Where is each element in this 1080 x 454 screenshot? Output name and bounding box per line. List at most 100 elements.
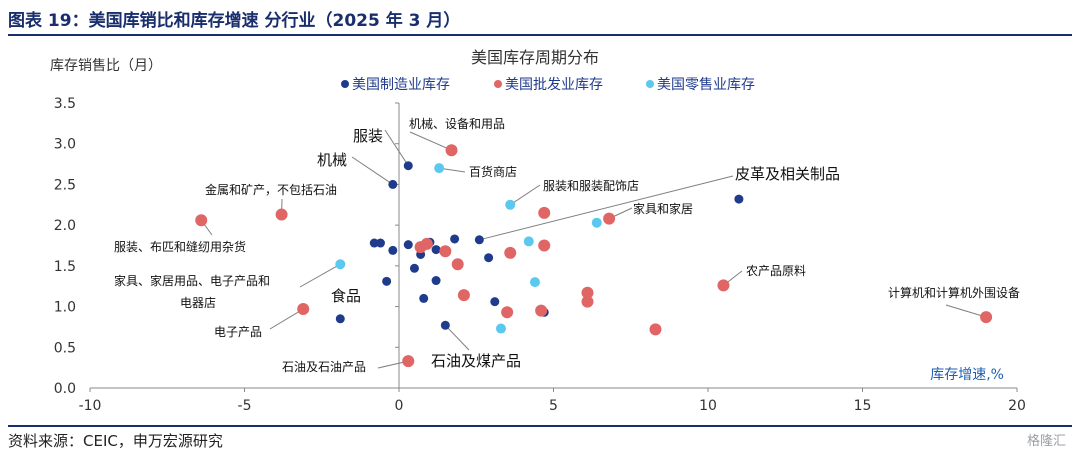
data-point: [420, 237, 433, 250]
data-point: [275, 208, 288, 221]
annotation-label: 食品: [331, 287, 361, 305]
legend: 美国制造业库存 美国批发业库存 美国零售业库存: [341, 77, 755, 93]
y-tick-label: 2.5: [54, 177, 76, 193]
annotation-label: 皮革及相关制品: [735, 165, 840, 183]
legend-label-wholesale: 美国批发业库存: [505, 77, 603, 93]
annotation-label: 金属和矿产，不包括石油: [205, 182, 337, 197]
leader-line: [479, 175, 734, 241]
data-point: [402, 355, 415, 368]
data-point: [538, 239, 551, 252]
legend-label-manufacturing: 美国制造业库存: [352, 77, 450, 93]
leader-line: [384, 129, 409, 166]
data-point: [581, 286, 594, 299]
x-tick-label: -5: [238, 398, 252, 414]
leader-line: [299, 263, 341, 288]
data-point: [434, 163, 445, 174]
y-tick-label: 2.0: [54, 218, 76, 234]
annotation-label: 服装、布匹和缝纫用杂货: [114, 239, 246, 254]
data-point: [649, 323, 662, 336]
x-tick-label: 20: [1008, 398, 1026, 414]
annotation-label: 农产品原料: [746, 264, 806, 278]
data-point: [388, 179, 398, 189]
data-point: [501, 306, 514, 319]
data-point: [440, 320, 450, 330]
y-axis-label: 库存销售比（月）: [50, 58, 162, 74]
data-point: [495, 323, 506, 334]
leader-line: [351, 156, 394, 185]
data-point: [591, 217, 602, 228]
data-point: [734, 194, 744, 204]
annotation-label: 机械: [317, 151, 347, 169]
data-point: [581, 295, 594, 308]
watermark: 格隆汇: [1026, 434, 1066, 449]
x-tick-label: 5: [549, 398, 558, 414]
data-point: [717, 279, 730, 292]
data-point: [529, 277, 540, 288]
data-point: [335, 314, 345, 324]
data-point: [439, 245, 452, 258]
data-point: [375, 238, 385, 248]
data-point: [369, 238, 379, 248]
data-point: [474, 235, 484, 245]
data-point: [490, 297, 500, 307]
data-point: [505, 199, 516, 210]
x-tick-label: 0: [395, 398, 404, 414]
x-tick-label: -10: [79, 398, 102, 414]
y-tick-label: 1.0: [54, 300, 76, 316]
y-tick-label: 3.5: [54, 96, 76, 112]
data-point: [431, 245, 441, 255]
data-point: [382, 276, 392, 286]
annotation-label: 石油及煤产品: [431, 352, 521, 370]
data-point: [409, 263, 419, 273]
y-tick-label: 0.0: [54, 381, 76, 397]
data-point: [403, 161, 413, 171]
legend-marker-retail: [646, 80, 654, 88]
data-point: [403, 240, 413, 250]
legend-marker-manufacturing: [341, 80, 349, 88]
annotation-label: 家具和家居: [633, 201, 693, 216]
y-tick-label: 1.5: [54, 259, 76, 275]
legend-marker-wholesale: [494, 80, 502, 88]
legend-label-retail: 美国零售业库存: [657, 77, 755, 93]
annotation-label: 机械、设备和用品: [409, 116, 505, 131]
data-point: [535, 304, 548, 317]
y-tick-label: 0.5: [54, 340, 76, 356]
annotation-label: 电子产品: [214, 325, 262, 339]
annotation-label: 石油及石油产品: [282, 360, 366, 374]
leader-line: [444, 324, 470, 351]
scatter-chart: 美国库存周期分布 库存销售比（月） 库存增速,% 美国制造业库存 美国批发业库存…: [50, 48, 1026, 414]
x-tick-label: 10: [699, 398, 717, 414]
y-tick-label: 3.0: [54, 137, 76, 153]
bottom-divider: [8, 425, 1072, 427]
top-divider: [8, 34, 1072, 36]
figure-title: 图表 19：美国库销比和库存增速 分行业（2025 年 3 月）: [8, 11, 461, 31]
annotation-label: 电器店: [180, 296, 216, 310]
data-point: [388, 245, 398, 255]
source-note: 资料来源：CEIC，申万宏源研究: [8, 432, 223, 450]
data-point: [538, 206, 551, 219]
axes: -10 -5 0 5 10 15 20 0.0 0.5 1.0 1.5 2.0 2.5 3.0 3.5: [54, 96, 1026, 414]
leader-line: [509, 184, 541, 206]
annotations: 服装 机械、设备和用品 机械 百货商店 金属和矿产，不包括石油 服装和服装配饰店…: [114, 116, 1020, 374]
annotation-label: 服装: [353, 127, 383, 145]
x-axis-label: 库存增速,%: [930, 367, 1004, 383]
data-point: [195, 214, 208, 227]
annotation-label: 服装和服装配饰店: [543, 179, 639, 193]
x-tick-label: 15: [854, 398, 872, 414]
data-point: [297, 303, 310, 316]
annotation-label: 家具、家居用品、电子产品和: [114, 273, 270, 288]
leader-line: [945, 304, 987, 318]
data-points: [195, 144, 993, 368]
data-point: [445, 144, 458, 157]
leader-line: [409, 131, 452, 151]
data-point: [457, 289, 470, 302]
data-point: [431, 276, 441, 286]
data-point: [603, 212, 616, 225]
data-point: [980, 311, 993, 324]
data-point: [484, 253, 494, 263]
data-point: [523, 236, 534, 247]
data-point: [419, 293, 429, 303]
chart-title: 美国库存周期分布: [471, 48, 599, 67]
data-point: [504, 246, 517, 259]
data-point: [335, 259, 346, 270]
